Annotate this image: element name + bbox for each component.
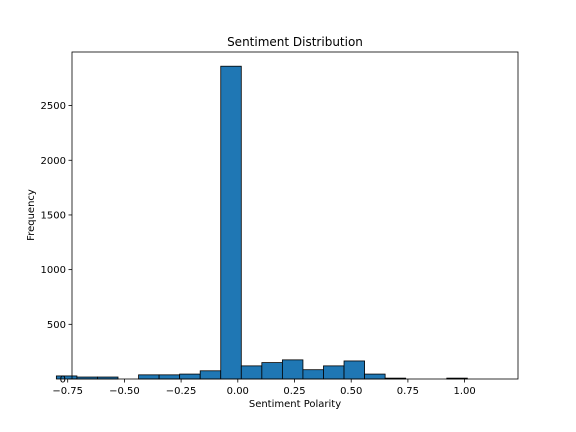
x-tick-label: 0.75 (397, 386, 419, 397)
y-tick-label: 0 (60, 375, 66, 386)
histogram-bar (281, 359, 304, 380)
x-tick-label: 0.50 (340, 386, 362, 397)
histogram-bar (302, 369, 324, 380)
x-tick-label: −0.25 (166, 386, 197, 397)
x-tick-label: 0.25 (283, 386, 305, 397)
histogram-bar (261, 362, 283, 380)
histogram-bar (343, 360, 365, 380)
y-tick-label: 500 (47, 320, 66, 331)
histogram-bar (220, 65, 242, 380)
histogram-bar (364, 373, 386, 380)
x-axis-label: Sentiment Polarity (249, 399, 341, 410)
y-tick-label: 1000 (41, 265, 66, 276)
histogram-bar (323, 365, 345, 380)
chart-title: Sentiment Distribution (227, 35, 363, 49)
y-tick-label: 2000 (41, 156, 66, 167)
histogram-bar (240, 365, 263, 380)
x-tick-label: 0.00 (227, 386, 249, 397)
x-axis-ticks: −0.75 −0.50 −0.25 0.00 0.25 0.50 0.75 1.00 (52, 379, 476, 397)
y-axis-label: Frequency (26, 189, 37, 241)
y-tick-label: 1500 (41, 210, 66, 221)
histogram-bar (138, 374, 160, 380)
histogram-bar (179, 373, 201, 380)
x-tick-label: −0.50 (109, 386, 140, 397)
x-tick-label: −0.75 (52, 386, 83, 397)
histogram-bar (199, 370, 222, 380)
histogram-bar (158, 374, 181, 380)
y-axis-ticks: 0 500 1000 1500 2000 2500 (41, 101, 72, 386)
x-tick-label: 1.00 (453, 386, 475, 397)
plot-frame (71, 51, 519, 380)
y-tick-label: 2500 (41, 101, 66, 112)
